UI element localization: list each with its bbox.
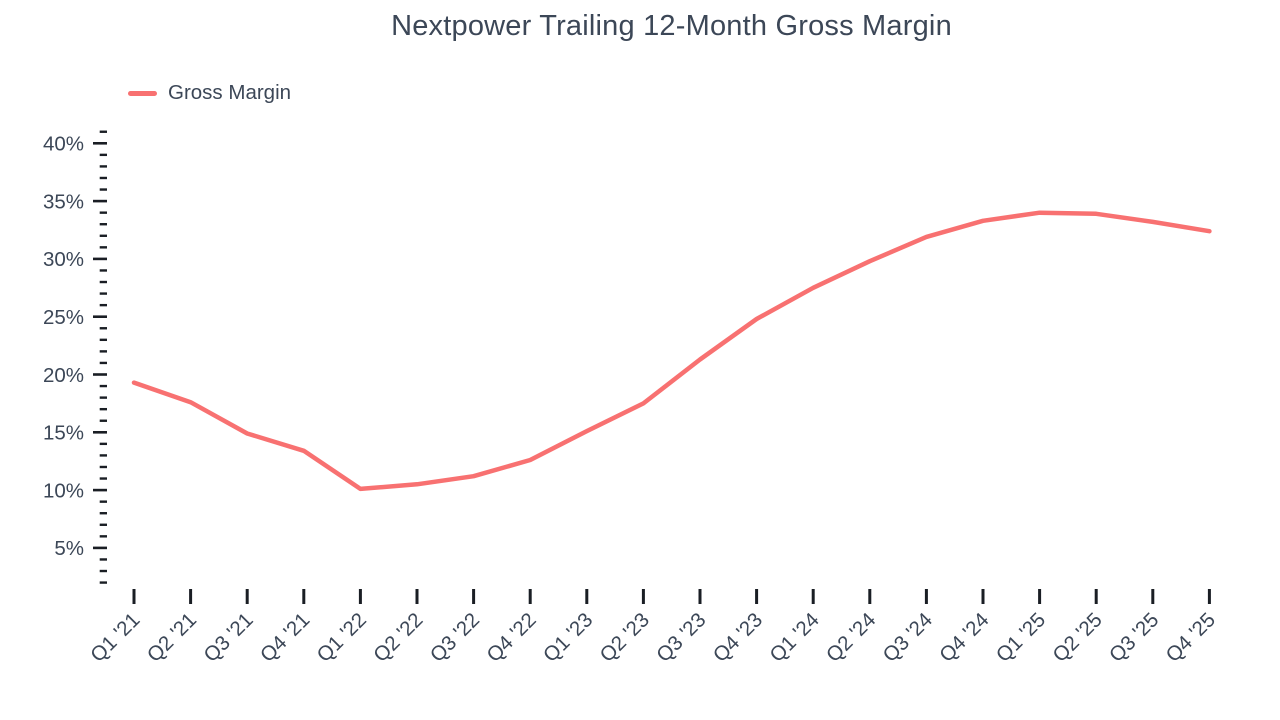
x-axis-label: Q4 '23 — [709, 608, 768, 667]
x-axis-label: Q2 '22 — [369, 608, 428, 667]
y-axis-label: 20% — [43, 364, 84, 387]
x-axis-label: Q4 '22 — [482, 608, 541, 667]
x-axis-label: Q4 '21 — [256, 608, 315, 667]
x-axis-label: Q1 '25 — [992, 608, 1051, 667]
legend-line-swatch — [128, 90, 157, 96]
x-axis-label: Q2 '21 — [143, 608, 202, 667]
y-axis-label: 25% — [43, 306, 84, 329]
y-axis-label: 40% — [43, 133, 84, 156]
x-axis-label: Q2 '23 — [595, 608, 654, 667]
x-axis-label: Q4 '25 — [1161, 608, 1220, 667]
gross-margin-line — [131, 210, 1212, 492]
x-axis-label: Q1 '22 — [312, 608, 371, 667]
x-axis-label: Q3 '23 — [652, 608, 711, 667]
legend: Gross Margin — [128, 81, 291, 105]
x-axis-label: Q2 '25 — [1048, 608, 1107, 667]
y-axis-label: 10% — [43, 479, 84, 502]
x-axis-label: Q1 '21 — [86, 608, 145, 667]
chart-title: Nextpower Trailing 12-Month Gross Margin — [391, 10, 952, 42]
x-axis-label: Q3 '25 — [1105, 608, 1164, 667]
legend-label: Gross Margin — [168, 81, 292, 104]
x-axis-label: Q3 '22 — [426, 608, 485, 667]
y-axis-label: 15% — [43, 422, 84, 445]
x-axis-label: Q1 '23 — [539, 608, 598, 667]
x-axis-label: Q3 '21 — [199, 608, 258, 667]
y-axis-label: 35% — [43, 190, 84, 213]
x-axis-label: Q3 '24 — [878, 608, 937, 667]
x-axis-label: Q2 '24 — [822, 608, 881, 667]
x-axis-label: Q1 '24 — [765, 608, 824, 667]
y-axis-label: 5% — [54, 537, 84, 560]
y-axis-label: 30% — [43, 248, 84, 271]
x-axis-label: Q4 '24 — [935, 608, 994, 667]
